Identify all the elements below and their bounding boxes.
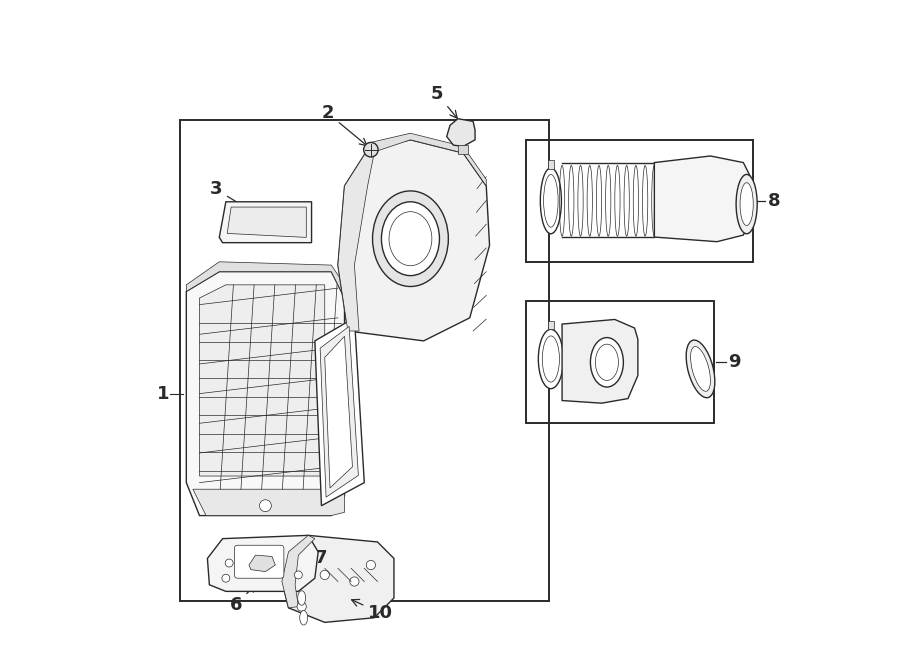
Text: 8: 8	[768, 192, 780, 210]
Polygon shape	[249, 555, 275, 571]
Text: 2: 2	[322, 105, 367, 146]
Text: 9: 9	[728, 354, 741, 371]
Ellipse shape	[544, 174, 558, 227]
Ellipse shape	[350, 577, 359, 586]
Ellipse shape	[686, 340, 715, 398]
Ellipse shape	[389, 212, 432, 265]
Ellipse shape	[274, 555, 283, 563]
Ellipse shape	[690, 346, 710, 391]
Ellipse shape	[259, 500, 272, 512]
Text: 10: 10	[352, 600, 393, 622]
Polygon shape	[227, 207, 306, 238]
Polygon shape	[446, 118, 475, 146]
Text: 4: 4	[289, 401, 334, 421]
Ellipse shape	[320, 570, 329, 579]
Ellipse shape	[364, 142, 378, 157]
Polygon shape	[193, 489, 345, 516]
Polygon shape	[186, 271, 345, 516]
Bar	[526, 301, 714, 423]
Polygon shape	[338, 150, 374, 331]
Ellipse shape	[382, 202, 439, 275]
Polygon shape	[367, 133, 486, 186]
Polygon shape	[458, 145, 469, 154]
Ellipse shape	[596, 344, 618, 381]
Ellipse shape	[297, 602, 306, 611]
Ellipse shape	[736, 174, 757, 234]
Bar	[547, 322, 554, 330]
Polygon shape	[315, 318, 365, 506]
Polygon shape	[220, 202, 311, 243]
Ellipse shape	[538, 330, 563, 389]
Text: 6: 6	[230, 585, 256, 614]
Ellipse shape	[298, 591, 306, 605]
Ellipse shape	[300, 610, 308, 625]
Text: 7: 7	[287, 549, 328, 567]
Ellipse shape	[267, 550, 284, 567]
Polygon shape	[207, 536, 319, 591]
Ellipse shape	[222, 574, 230, 582]
Ellipse shape	[540, 168, 562, 234]
FancyBboxPatch shape	[234, 545, 284, 578]
Polygon shape	[282, 536, 315, 608]
Text: 5: 5	[430, 85, 457, 118]
Polygon shape	[338, 140, 490, 341]
Polygon shape	[200, 285, 325, 476]
Polygon shape	[654, 156, 750, 242]
Ellipse shape	[271, 554, 280, 563]
Polygon shape	[562, 320, 638, 403]
Polygon shape	[325, 336, 353, 488]
Ellipse shape	[366, 561, 375, 569]
Polygon shape	[320, 326, 358, 497]
Polygon shape	[282, 536, 394, 622]
Ellipse shape	[590, 338, 624, 387]
Bar	[180, 120, 549, 601]
Bar	[526, 140, 753, 261]
Text: 1: 1	[157, 385, 169, 402]
Polygon shape	[186, 261, 345, 298]
Ellipse shape	[373, 191, 448, 287]
Ellipse shape	[543, 336, 560, 382]
Text: 3: 3	[210, 180, 256, 213]
Bar	[547, 160, 554, 169]
Ellipse shape	[740, 183, 753, 226]
Ellipse shape	[294, 571, 302, 579]
Ellipse shape	[225, 559, 233, 567]
